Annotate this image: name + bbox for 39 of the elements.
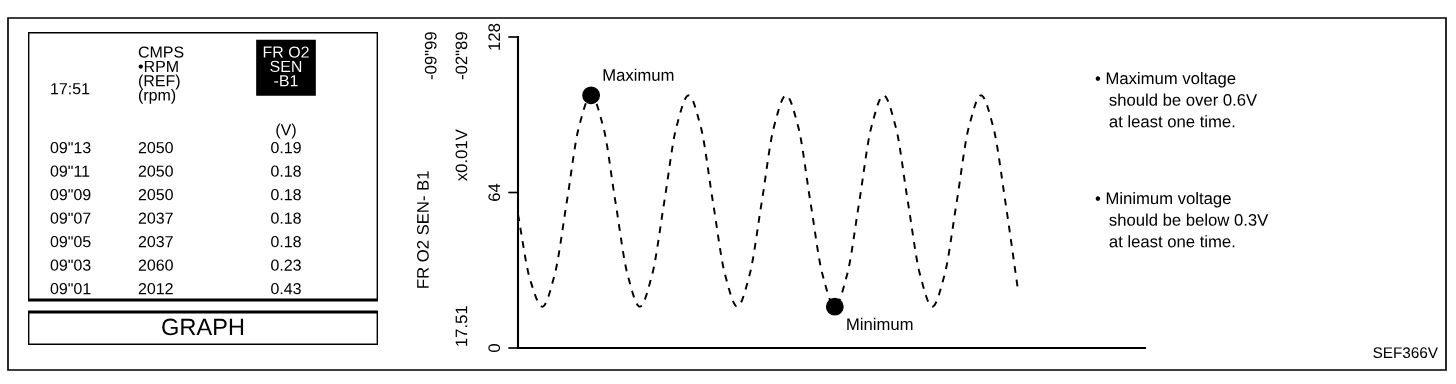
text: GRAPH bbox=[162, 318, 244, 336]
y-axis-title: FR O2 SEN- B1 bbox=[417, 171, 429, 288]
text: 0.43 bbox=[271, 282, 301, 295]
text: 0.19 bbox=[271, 141, 301, 154]
annotation: Maximum bbox=[603, 68, 674, 81]
text: 2060 bbox=[138, 259, 173, 271]
text: x0.01V bbox=[455, 129, 468, 181]
text: SEF366V bbox=[1373, 347, 1438, 359]
text: 17.51 bbox=[455, 306, 468, 346]
text: 0.18 bbox=[271, 188, 301, 201]
text: 2050 bbox=[138, 188, 173, 201]
text: 2037 bbox=[138, 212, 173, 224]
text: 09"07 bbox=[50, 212, 91, 224]
y-tick-label: 128 bbox=[488, 23, 501, 50]
text: (V) bbox=[276, 123, 296, 139]
text: 09"11 bbox=[50, 165, 90, 177]
text: 09"13 bbox=[50, 141, 91, 154]
text: 0.23 bbox=[271, 259, 301, 271]
text: • Maximum voltage should be over 0.6V at least one time. bbox=[1095, 72, 1258, 128]
text: FR O2 SEN -B1 bbox=[263, 46, 309, 87]
text: 09"03 bbox=[50, 259, 91, 271]
text: 0.18 bbox=[271, 212, 301, 224]
text: 0.18 bbox=[271, 235, 301, 248]
annotation: Minimum bbox=[847, 317, 913, 331]
text: • Minimum voltage should be below 0.3V at least one time. bbox=[1095, 192, 1269, 248]
text: 09"05 bbox=[50, 235, 91, 248]
text: 17:51 bbox=[51, 83, 90, 95]
y-tick-label: 0 bbox=[488, 344, 501, 352]
text: -09"99 bbox=[424, 32, 437, 80]
text: 2037 bbox=[138, 235, 173, 248]
text: CMPS •RPM (REF) (rpm) bbox=[138, 46, 184, 104]
y-tick-label: 64 bbox=[488, 183, 501, 201]
text: 2012 bbox=[138, 282, 173, 295]
text: 09"01 bbox=[50, 282, 91, 295]
text: 2050 bbox=[138, 165, 173, 177]
text: -02"89 bbox=[455, 32, 468, 80]
text: 09"09 bbox=[50, 188, 91, 201]
text: 2050 bbox=[138, 141, 173, 154]
text: 0.18 bbox=[271, 165, 301, 177]
